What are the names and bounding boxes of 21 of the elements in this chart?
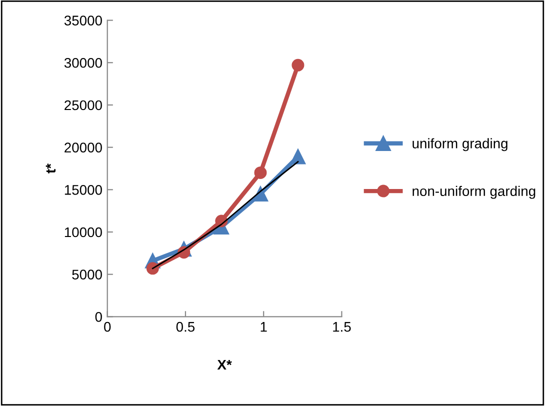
- y-tick-label: 5000: [72, 270, 102, 280]
- y-tick-label: 0: [95, 312, 102, 322]
- point: [252, 186, 268, 202]
- y-tick-label: 25000: [64, 100, 102, 110]
- point: [254, 166, 267, 179]
- y-axis-title: t*: [46, 163, 56, 174]
- x-tick-label: 1.5: [333, 322, 351, 332]
- y-tick-label: 35000: [64, 16, 102, 26]
- point: [290, 148, 306, 164]
- point: [292, 58, 304, 72]
- legend-label: non-uniform garding: [412, 186, 536, 199]
- y-tick-label: 30000: [64, 58, 102, 68]
- y-tick-label: 15000: [64, 184, 102, 195]
- x-tick-label: 1: [260, 322, 267, 332]
- point: [146, 262, 159, 275]
- y-tick-label: 20000: [64, 142, 102, 152]
- x-tick-label: 0: [104, 322, 111, 332]
- x-axis-title: X*: [217, 360, 232, 370]
- y-tick-label: 10000: [64, 227, 102, 238]
- x-tick-label: 0.5: [176, 322, 195, 332]
- legend-label: uniform grading: [412, 138, 508, 152]
